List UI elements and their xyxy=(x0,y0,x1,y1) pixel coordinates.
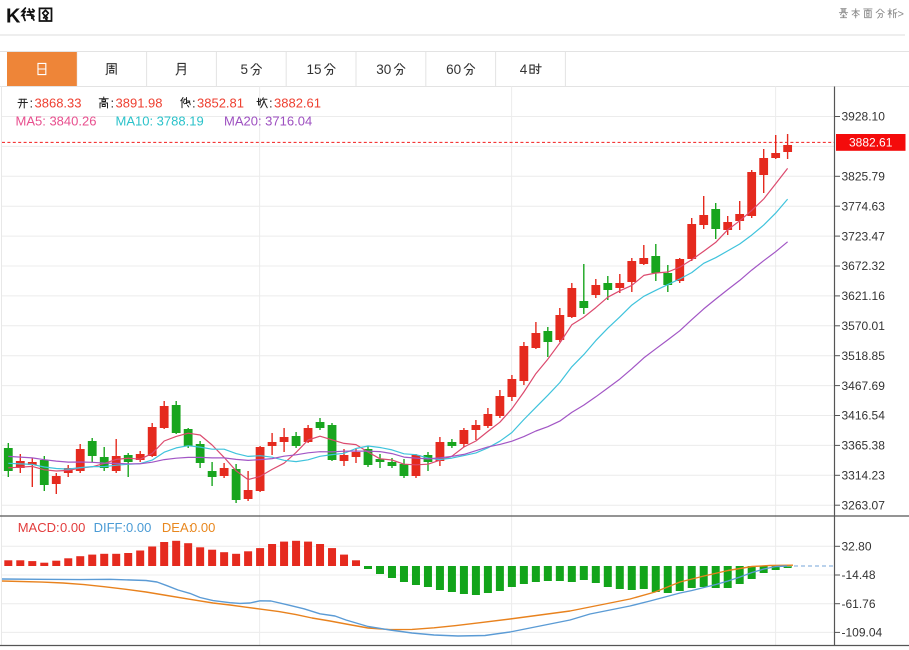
svg-text:3467.69: 3467.69 xyxy=(842,379,886,393)
svg-text:30: 30 xyxy=(376,62,391,77)
svg-text:3882.61: 3882.61 xyxy=(274,96,321,111)
svg-text:DEA:: DEA: xyxy=(162,520,192,535)
svg-text:-61.76: -61.76 xyxy=(842,597,876,611)
svg-text:4: 4 xyxy=(520,62,528,77)
svg-text:3723.47: 3723.47 xyxy=(842,229,886,243)
svg-text:3314.23: 3314.23 xyxy=(842,469,886,483)
svg-text:5: 5 xyxy=(241,62,249,77)
svg-text:3891.98: 3891.98 xyxy=(116,96,163,111)
svg-text:-14.48: -14.48 xyxy=(842,568,876,582)
svg-text:MA20: 3716.04: MA20: 3716.04 xyxy=(224,114,312,129)
svg-text:0.00: 0.00 xyxy=(190,520,215,535)
svg-text:3928.10: 3928.10 xyxy=(842,110,886,124)
svg-text::: : xyxy=(30,96,34,111)
svg-text:3518.85: 3518.85 xyxy=(842,349,886,363)
svg-text:3774.63: 3774.63 xyxy=(842,199,886,213)
svg-text::: : xyxy=(269,96,273,111)
svg-text:DIFF:: DIFF: xyxy=(94,520,127,535)
svg-text:3621.16: 3621.16 xyxy=(842,289,886,303)
svg-text:MACD:: MACD: xyxy=(18,520,60,535)
svg-text:3882.61: 3882.61 xyxy=(849,136,893,150)
svg-text:0.00: 0.00 xyxy=(126,520,151,535)
svg-text:32.80: 32.80 xyxy=(842,540,872,554)
svg-text:3570.01: 3570.01 xyxy=(842,319,886,333)
svg-text:3672.32: 3672.32 xyxy=(842,259,886,273)
svg-text:MA10: 3788.19: MA10: 3788.19 xyxy=(116,114,204,129)
svg-text:3825.79: 3825.79 xyxy=(842,170,886,184)
svg-text:3416.54: 3416.54 xyxy=(842,409,886,423)
svg-text:3868.33: 3868.33 xyxy=(35,96,82,111)
svg-text:MA5: 3840.26: MA5: 3840.26 xyxy=(16,114,97,129)
svg-text:3365.38: 3365.38 xyxy=(842,439,886,453)
svg-text:3263.07: 3263.07 xyxy=(842,498,886,512)
svg-text:15: 15 xyxy=(307,62,322,77)
svg-text::: : xyxy=(192,96,196,111)
svg-text:K: K xyxy=(6,6,21,28)
svg-text::: : xyxy=(111,96,115,111)
svg-text:3852.81: 3852.81 xyxy=(197,96,244,111)
svg-text:0.00: 0.00 xyxy=(60,520,85,535)
svg-text:-109.04: -109.04 xyxy=(842,626,883,640)
svg-text:>: > xyxy=(898,8,904,20)
svg-text:60: 60 xyxy=(446,62,461,77)
